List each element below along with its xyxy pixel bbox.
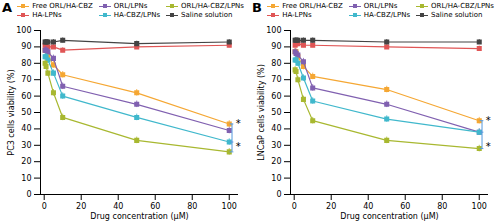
- html-text:ORL/LPNs: ORL/LPNs: [113, 2, 148, 10]
- svg-text:*: *: [486, 141, 491, 152]
- svg-text:Drug concentration (μM): Drug concentration (μM): [90, 212, 188, 221]
- svg-text:50: 50: [21, 108, 31, 117]
- svg-text:80: 80: [271, 59, 281, 68]
- svg-text:10: 10: [271, 174, 281, 183]
- html-text:Saline solution: Saline solution: [431, 11, 483, 19]
- html-text:HA-LPNs: HA-LPNs: [282, 11, 312, 19]
- svg-text:*: *: [486, 115, 491, 126]
- svg-text:10: 10: [21, 174, 31, 183]
- svg-text:30: 30: [271, 141, 281, 150]
- svg-text:60: 60: [21, 92, 31, 101]
- svg-text:PC3 cells viability (%): PC3 cells viability (%): [7, 69, 16, 155]
- svg-text:0: 0: [276, 190, 281, 199]
- svg-text:80: 80: [21, 59, 31, 68]
- svg-text:90: 90: [271, 42, 281, 51]
- svg-text:60: 60: [400, 202, 410, 211]
- svg-text:80: 80: [437, 202, 447, 211]
- html-text:Free ORL/HA-CBZ: Free ORL/HA-CBZ: [32, 2, 93, 10]
- svg-text:50: 50: [271, 108, 281, 117]
- html-text:Free ORL/HA-CBZ: Free ORL/HA-CBZ: [282, 2, 343, 10]
- svg-text:80: 80: [187, 202, 197, 211]
- svg-text:70: 70: [271, 75, 281, 84]
- html-text:HA-LPNs: HA-LPNs: [32, 11, 62, 19]
- svg-text:Drug concentration (μM): Drug concentration (μM): [340, 212, 438, 221]
- svg-text:20: 20: [326, 202, 336, 211]
- html-text:Saline solution: Saline solution: [181, 11, 233, 19]
- svg-text:20: 20: [21, 157, 31, 166]
- html-text:B: B: [252, 0, 262, 15]
- svg-text:60: 60: [271, 92, 281, 101]
- html-text:ORL/LPNs: ORL/LPNs: [363, 2, 398, 10]
- svg-text:70: 70: [21, 75, 31, 84]
- html-text:HA-CBZ/LPNs: HA-CBZ/LPNs: [113, 11, 161, 19]
- svg-text:LNCaP cells viability (%): LNCaP cells viability (%): [257, 64, 266, 161]
- svg-text:60: 60: [150, 202, 160, 211]
- svg-text:40: 40: [363, 202, 373, 211]
- svg-text:0: 0: [42, 202, 47, 211]
- svg-text:20: 20: [76, 202, 86, 211]
- svg-text:30: 30: [21, 141, 31, 150]
- svg-text:100: 100: [472, 202, 487, 211]
- svg-text:90: 90: [21, 42, 31, 51]
- svg-text:20: 20: [271, 157, 281, 166]
- svg-text:0: 0: [26, 190, 31, 199]
- svg-text:100: 100: [266, 26, 281, 35]
- svg-text:*: *: [236, 141, 241, 152]
- svg-text:100: 100: [222, 202, 237, 211]
- svg-text:40: 40: [113, 202, 123, 211]
- svg-text:0: 0: [292, 202, 297, 211]
- svg-text:*: *: [236, 118, 241, 129]
- svg-text:40: 40: [271, 124, 281, 133]
- svg-text:100: 100: [16, 26, 31, 35]
- html-text:ORL/HA-CBZ/LPNs: ORL/HA-CBZ/LPNs: [431, 2, 494, 10]
- svg-text:40: 40: [21, 124, 31, 133]
- html-text:HA-CBZ/LPNs: HA-CBZ/LPNs: [363, 11, 411, 19]
- html-text:A: A: [2, 0, 13, 15]
- html-text:ORL/HA-CBZ/LPNs: ORL/HA-CBZ/LPNs: [181, 2, 244, 10]
